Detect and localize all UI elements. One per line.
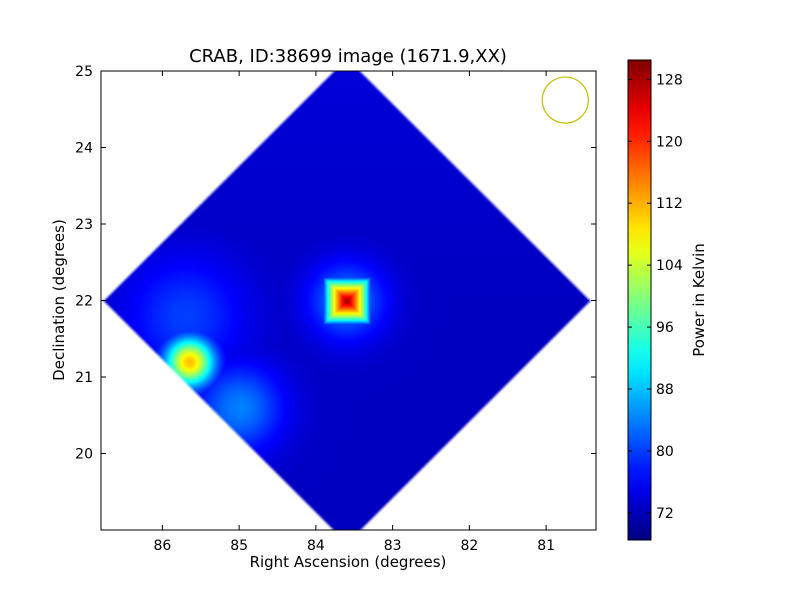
y-tick-label: 23 xyxy=(75,217,93,233)
colorbar-tick-label: 128 xyxy=(656,72,683,88)
colorbar-tick-label: 120 xyxy=(656,134,683,150)
x-axis-label: Right Ascension (degrees) xyxy=(250,553,447,571)
colorbar-label: Power in Kelvin xyxy=(690,243,708,357)
x-tick-label: 85 xyxy=(230,538,248,554)
colorbar-tick-label: 96 xyxy=(656,320,674,336)
x-tick-label: 82 xyxy=(460,538,478,554)
x-tick-label: 86 xyxy=(153,538,171,554)
colorbar xyxy=(628,60,651,540)
x-tick-label: 84 xyxy=(307,538,325,554)
heatmap-area xyxy=(101,71,596,530)
colorbar-frame xyxy=(627,59,652,541)
x-axis: 86 85 84 83 82 81 xyxy=(153,71,555,554)
colorbar-tick-label: 72 xyxy=(656,506,674,522)
beam-circle-marker xyxy=(541,76,589,124)
y-tick-label: 22 xyxy=(75,294,93,310)
colorbar-axis: 72 80 88 96 104 112 120 128 xyxy=(628,72,683,522)
x-tick-label: 83 xyxy=(384,538,402,554)
y-tick-label: 25 xyxy=(75,64,93,80)
y-axis: 20 21 22 23 24 25 xyxy=(75,64,596,463)
y-tick-label: 20 xyxy=(75,447,93,463)
heatmap-image xyxy=(101,71,596,530)
y-tick-label: 24 xyxy=(75,141,93,157)
colorbar-tick-label: 88 xyxy=(656,382,674,398)
y-tick-label: 21 xyxy=(75,370,93,386)
y-axis-label: Declination (degrees) xyxy=(50,219,68,381)
colorbar-tick-label: 112 xyxy=(656,196,683,212)
colorbar-tick-label: 104 xyxy=(656,258,683,274)
x-tick-label: 81 xyxy=(537,538,555,554)
colorbar-tick-label: 80 xyxy=(656,444,674,460)
chart-title: CRAB, ID:38699 image (1671.9,XX) xyxy=(189,46,507,67)
